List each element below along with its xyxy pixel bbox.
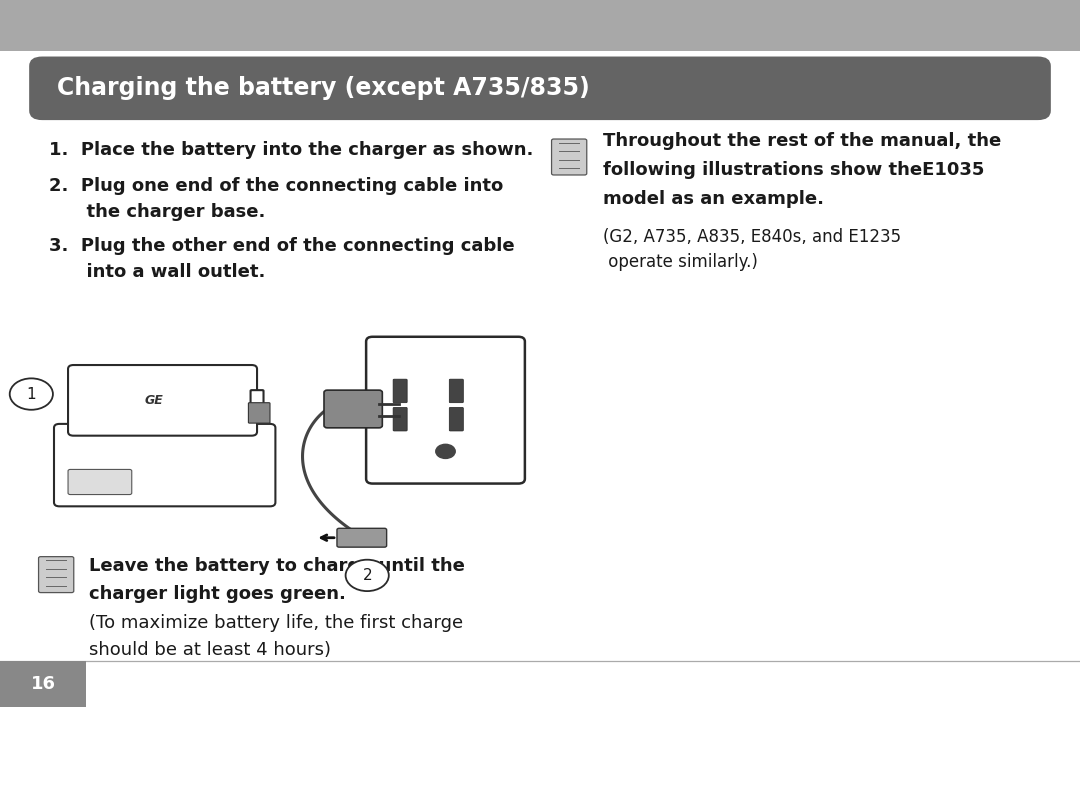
Text: Throughout the rest of the manual, the: Throughout the rest of the manual, the bbox=[603, 132, 1001, 150]
FancyBboxPatch shape bbox=[366, 337, 525, 484]
FancyBboxPatch shape bbox=[0, 0, 1080, 51]
Text: 2.  Plug one end of the connecting cable into: 2. Plug one end of the connecting cable … bbox=[49, 177, 503, 195]
FancyBboxPatch shape bbox=[0, 661, 86, 707]
Text: 3.  Plug the other end of the connecting cable: 3. Plug the other end of the connecting … bbox=[49, 237, 514, 255]
Text: (To maximize battery life, the first charge: (To maximize battery life, the first cha… bbox=[89, 614, 462, 632]
Text: Leave the battery to charge until the: Leave the battery to charge until the bbox=[89, 557, 464, 575]
Text: (G2, A735, A835, E840s, and E1235: (G2, A735, A835, E840s, and E1235 bbox=[603, 228, 901, 246]
Text: 16: 16 bbox=[30, 675, 56, 692]
FancyBboxPatch shape bbox=[68, 469, 132, 495]
FancyBboxPatch shape bbox=[54, 424, 275, 506]
Text: following illustrations show theE1035: following illustrations show theE1035 bbox=[603, 161, 984, 179]
Text: the charger base.: the charger base. bbox=[49, 203, 265, 221]
Text: model as an example.: model as an example. bbox=[603, 190, 824, 208]
FancyBboxPatch shape bbox=[552, 139, 586, 175]
FancyBboxPatch shape bbox=[248, 403, 270, 423]
FancyBboxPatch shape bbox=[449, 379, 463, 403]
FancyBboxPatch shape bbox=[251, 390, 264, 411]
Text: Charging the battery (except A735/835): Charging the battery (except A735/835) bbox=[57, 76, 590, 100]
Circle shape bbox=[10, 378, 53, 410]
FancyBboxPatch shape bbox=[39, 557, 73, 593]
Text: should be at least 4 hours): should be at least 4 hours) bbox=[89, 641, 330, 659]
Text: 1.  Place the battery into the charger as shown.: 1. Place the battery into the charger as… bbox=[49, 141, 532, 159]
Text: into a wall outlet.: into a wall outlet. bbox=[49, 263, 265, 281]
FancyBboxPatch shape bbox=[393, 407, 407, 431]
Circle shape bbox=[346, 560, 389, 591]
Text: 1: 1 bbox=[27, 386, 36, 402]
FancyBboxPatch shape bbox=[449, 407, 463, 431]
FancyBboxPatch shape bbox=[324, 390, 382, 428]
Text: 2: 2 bbox=[363, 568, 372, 583]
FancyBboxPatch shape bbox=[68, 365, 257, 436]
Circle shape bbox=[435, 444, 456, 458]
Text: charger light goes green.: charger light goes green. bbox=[89, 585, 346, 603]
FancyBboxPatch shape bbox=[337, 528, 387, 547]
FancyBboxPatch shape bbox=[29, 57, 1051, 120]
FancyBboxPatch shape bbox=[393, 379, 407, 403]
Text: GE: GE bbox=[145, 394, 163, 407]
Text: operate similarly.): operate similarly.) bbox=[603, 253, 757, 271]
